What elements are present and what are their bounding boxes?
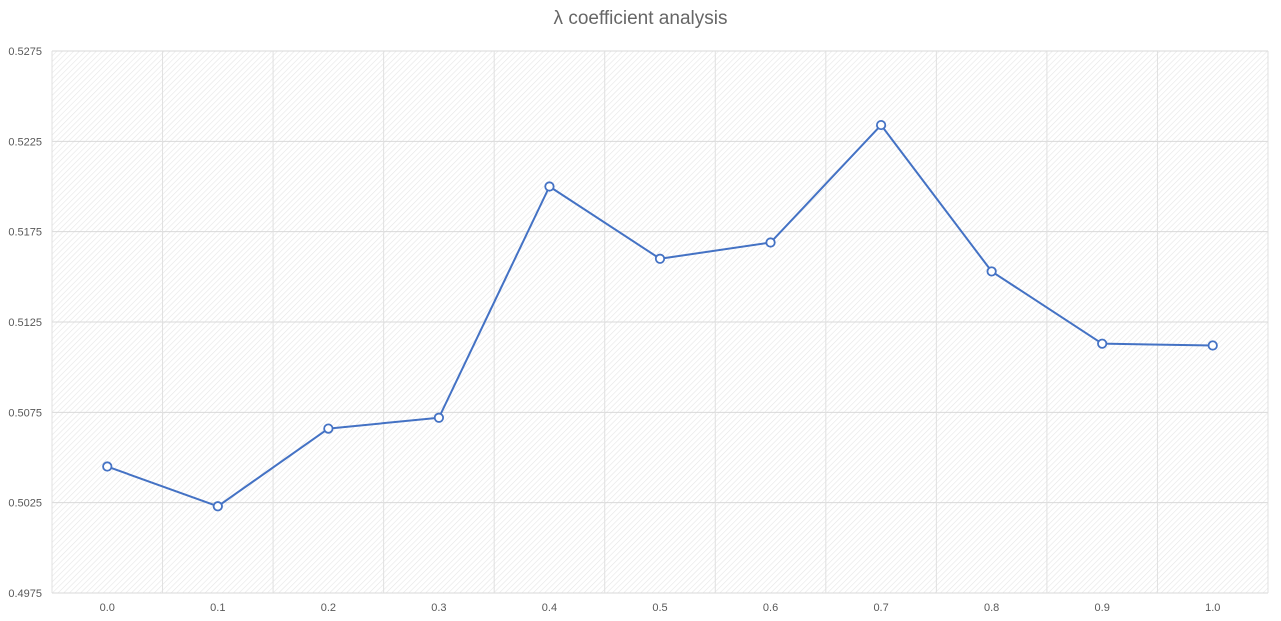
data-point [875, 119, 887, 131]
data-point [654, 253, 666, 264]
y-tick-label: 0.5175 [8, 227, 42, 239]
y-tick-label: 0.4975 [8, 588, 42, 600]
x-tick-label: 0.2 [321, 602, 336, 614]
x-tick-label: 0.5 [652, 602, 667, 614]
x-tick-label: 0.1 [210, 602, 225, 614]
data-point [1207, 340, 1218, 351]
y-tick-label: 0.5225 [8, 136, 42, 148]
data-point [986, 266, 997, 277]
y-tick-label: 0.5275 [8, 46, 42, 58]
data-point [102, 461, 113, 472]
data-point [544, 181, 555, 192]
x-tick-label: 0.6 [763, 602, 778, 614]
x-tick-label: 0.4 [542, 602, 557, 614]
data-point [433, 412, 445, 423]
x-tick-label: 0.7 [873, 602, 888, 614]
x-tick-label: 0.0 [100, 602, 115, 614]
data-point [323, 423, 334, 434]
data-point [765, 237, 776, 248]
y-tick-label: 0.5125 [8, 317, 42, 329]
x-tick-label: 1.0 [1205, 602, 1220, 614]
y-tick-label: 0.5025 [8, 498, 42, 510]
y-tick-label: 0.5075 [8, 407, 42, 419]
x-tick-label: 0.8 [984, 602, 999, 614]
data-point [1097, 338, 1108, 349]
x-tick-label: 0.9 [1095, 602, 1110, 614]
x-tick-label: 0.3 [431, 602, 446, 614]
chart-title: λ coefficient analysis [553, 8, 728, 29]
data-point [212, 501, 223, 512]
